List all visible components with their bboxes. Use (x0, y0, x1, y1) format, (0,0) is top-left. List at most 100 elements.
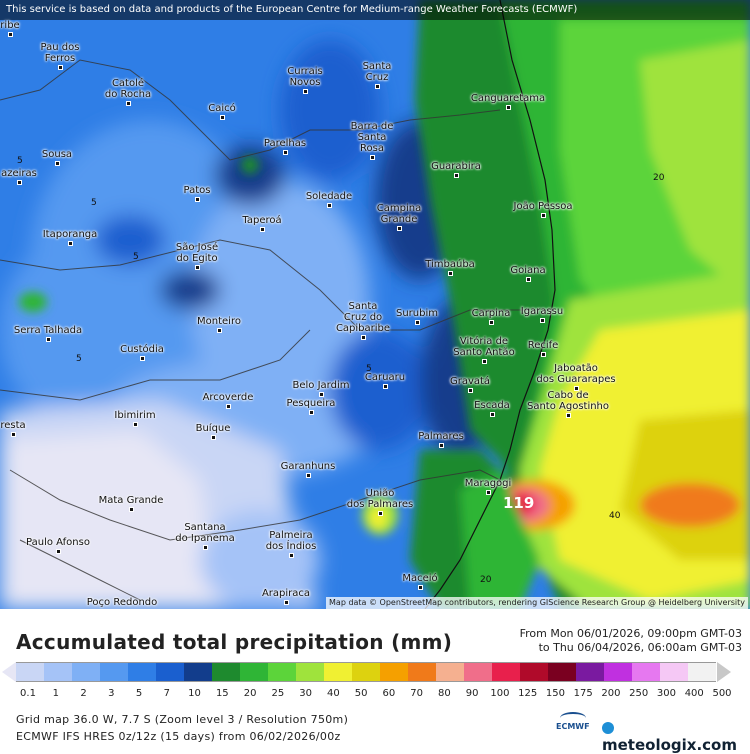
city-label: Gravatá (449, 376, 491, 387)
city-label: Guarabira (431, 161, 481, 172)
city-label: Buíque (195, 423, 231, 434)
ecmwf-logo: ECMWF (556, 722, 590, 731)
city-dot (56, 549, 61, 554)
chart-title: Accumulated total precipitation (mm) (16, 630, 453, 654)
meteologix-logo[interactable]: meteologix.com (602, 718, 750, 754)
city-dot (220, 115, 225, 120)
city-label: Cabo de Santo Agostinho (526, 390, 610, 412)
city-dot (506, 105, 511, 110)
legend-swatch (380, 663, 408, 681)
city-dot (46, 337, 51, 342)
city-label: Maragogi (464, 478, 512, 489)
city-label: Caicó (208, 103, 236, 114)
legend-tick-label: 250 (629, 688, 649, 699)
city-dot (415, 320, 420, 325)
legend-swatch (16, 663, 44, 681)
legend-tick-label: 100 (490, 688, 510, 699)
legend-swatch (464, 663, 492, 681)
forecast-period: From Mon 06/01/2026, 09:00pm GMT-03 to T… (520, 627, 742, 655)
legend-tick-label: 70 (410, 688, 423, 699)
city-label: Arapiraca (261, 588, 311, 599)
city-label: Garanhuns (280, 461, 336, 472)
city-label: Maceió (402, 573, 438, 584)
city-dot (203, 545, 208, 550)
city-dot (448, 271, 453, 276)
legend-tick-label: 125 (518, 688, 538, 699)
legend-swatch (604, 663, 632, 681)
legend-swatch (352, 663, 380, 681)
city-label: Campina Grande (376, 203, 422, 225)
city-dot (397, 226, 402, 231)
city-label: Paulo Afonso (26, 537, 90, 548)
legend-tick-label: 7 (163, 688, 170, 699)
legend-tick-label: 400 (684, 688, 704, 699)
ecmwf-logo-icon (560, 712, 586, 724)
city-dot (370, 155, 375, 160)
city-label: ribe (0, 20, 20, 31)
legend-tick-label: 60 (382, 688, 396, 699)
city-dot (490, 412, 495, 417)
city-dot (574, 386, 579, 391)
legend-swatch (296, 663, 324, 681)
contour-label: 5 (76, 354, 82, 364)
legend-tick-label: 150 (545, 688, 565, 699)
city-label: Monteiro (197, 316, 241, 327)
city-dot (133, 422, 138, 427)
contour-label: 5 (133, 252, 139, 262)
city-label: Carpina (471, 308, 511, 319)
city-label: Timbaúba (425, 259, 475, 270)
legend-swatch (184, 663, 212, 681)
city-label: João Pessoa (513, 201, 573, 212)
legend-swatch (548, 663, 576, 681)
city-dot (303, 89, 308, 94)
legend-tick-label: 3 (108, 688, 115, 699)
period-to: to Thu 06/04/2026, 06:00am GMT-03 (538, 641, 742, 654)
city-dot (217, 328, 222, 333)
city-label: Goiana (510, 265, 546, 276)
legend-tick-label: 175 (573, 688, 593, 699)
map-attribution[interactable]: Map data © OpenStreetMap contributors, r… (326, 597, 748, 609)
city-dot (526, 277, 531, 282)
city-dot (378, 511, 383, 516)
city-dot (226, 404, 231, 409)
city-label: Poço Redondo (86, 597, 158, 608)
legend-swatch (268, 663, 296, 681)
city-label: Catolé do Rocha (104, 78, 152, 100)
city-label: Patos (183, 185, 211, 196)
legend-tick-label: 1 (52, 688, 59, 699)
city-label: Serra Talhada (13, 325, 83, 336)
city-dot (541, 213, 546, 218)
city-dot (17, 180, 22, 185)
legend-tick-label: 10 (188, 688, 201, 699)
precipitation-map[interactable]: This service is based on data and produc… (0, 0, 750, 609)
city-label: Surubim (395, 308, 439, 319)
model-info: ECMWF IFS HRES 0z/12z (15 days) from 06/… (16, 730, 341, 743)
city-label: Ibimirim (114, 410, 156, 421)
city-label: Taperoá (242, 215, 282, 226)
legend-swatch (576, 663, 604, 681)
city-dot (309, 410, 314, 415)
legend-tick-label: 300 (656, 688, 677, 699)
city-dot (375, 84, 380, 89)
legend-tick-label: 20 (243, 688, 257, 699)
city-dot (468, 388, 473, 393)
city-dot (126, 101, 131, 106)
legend-swatch (408, 663, 436, 681)
legend-ticks: 0.1 1 2 3 5 7 10 15 20 25 30 40 50 60 70 80 90 100 125 150 1… (16, 688, 736, 702)
city-label: Arcoverde (202, 392, 254, 403)
peak-value-label: 119 (503, 494, 535, 512)
city-label: Santana do Ipanema (175, 522, 235, 544)
city-dot (319, 392, 324, 397)
city-dot (284, 600, 289, 605)
legend-swatch (100, 663, 128, 681)
legend-tick-label: 50 (354, 688, 368, 699)
city-dot (327, 203, 332, 208)
city-label: resta (0, 420, 26, 431)
legend-arrow-low-icon (2, 662, 16, 682)
city-label: Parelhas (263, 138, 307, 149)
city-label: São José do Egito (175, 242, 219, 264)
city-label: Soledade (305, 191, 353, 202)
contour-label: 20 (480, 575, 492, 585)
city-label: Canguaretama (470, 93, 546, 104)
city-label: Sousa (41, 149, 73, 160)
